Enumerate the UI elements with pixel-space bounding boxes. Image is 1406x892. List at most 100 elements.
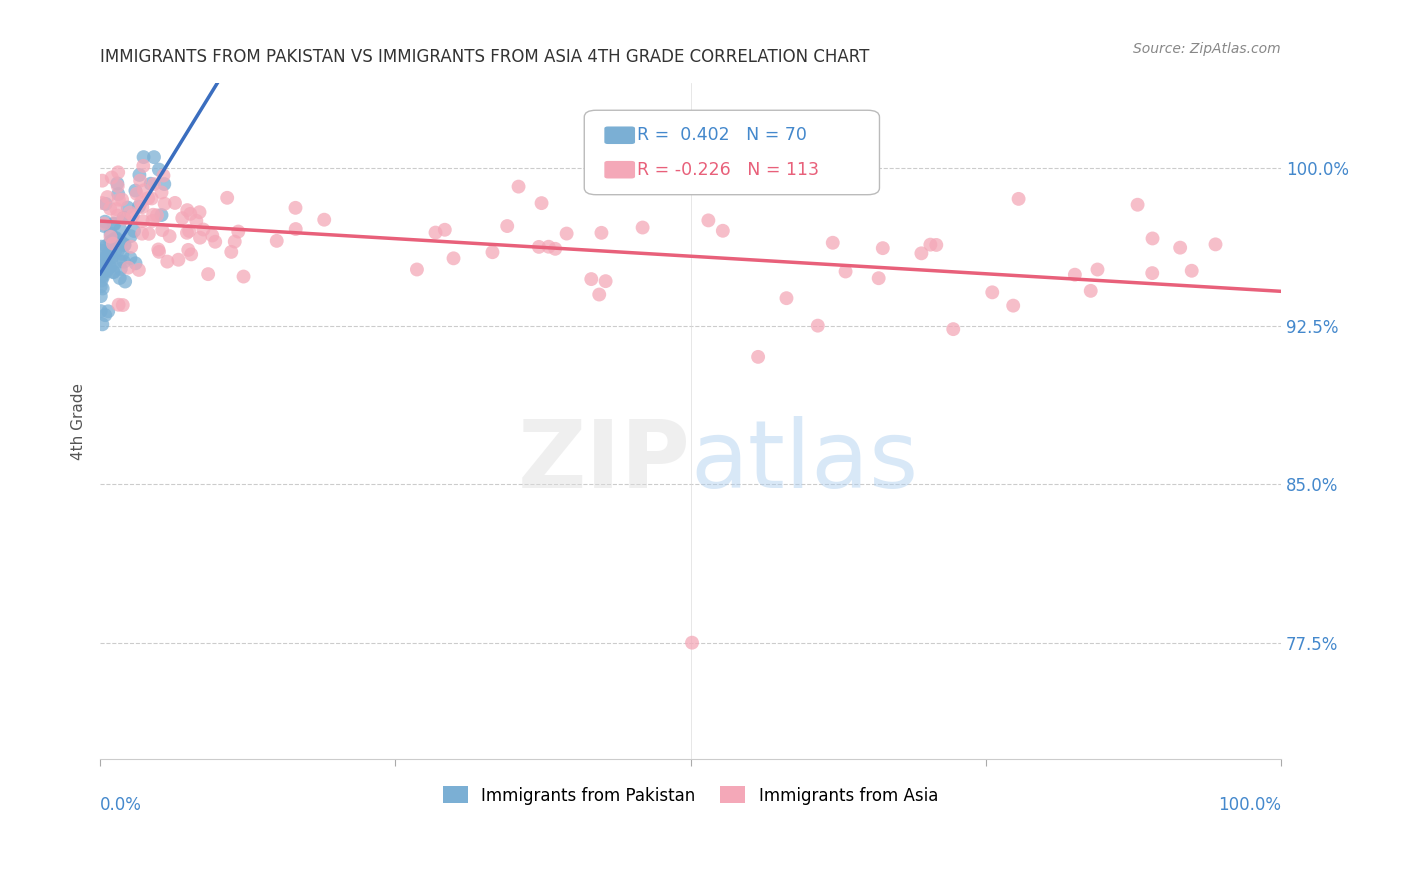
Point (942, 322, 965, 336)
Point (96, 249, 118, 263)
Point (146, 208, 169, 222)
Point (96, 257, 118, 271)
Point (120, 251, 142, 265)
Point (148, 243, 170, 257)
Text: 0.0%: 0.0% (100, 796, 142, 814)
Point (128, 263, 150, 277)
Point (90, 273, 112, 287)
Point (96, 239, 118, 253)
Point (150, 186, 173, 200)
Point (150, 223, 173, 237)
Point (925, 238, 948, 252)
Point (91, 281, 114, 295)
Point (107, 244, 129, 258)
Point (101, 265, 124, 279)
Point (156, 254, 179, 268)
Point (631, 220, 654, 235)
Point (91, 268, 114, 282)
Point (150, 208, 173, 222)
Point (132, 150, 155, 164)
Point (131, 227, 153, 241)
Point (97, 304, 120, 318)
Point (425, 226, 447, 240)
Point (117, 201, 139, 215)
Point (93, 219, 115, 233)
Point (125, 186, 148, 201)
Text: R = -0.226   N = 113: R = -0.226 N = 113 (637, 161, 820, 178)
Point (284, 201, 307, 215)
Point (176, 203, 198, 218)
Point (103, 265, 125, 279)
Point (94, 252, 117, 266)
Point (177, 243, 200, 257)
Point (98, 260, 121, 274)
Point (112, 237, 135, 252)
Point (110, 222, 132, 236)
Point (775, 291, 797, 305)
Point (122, 224, 145, 238)
Point (131, 200, 153, 214)
Point (108, 271, 131, 285)
Point (107, 298, 129, 312)
Point (530, 196, 553, 211)
Text: IMMIGRANTS FROM PAKISTAN VS IMMIGRANTS FROM ASIA 4TH GRADE CORRELATION CHART: IMMIGRANTS FROM PAKISTAN VS IMMIGRANTS F… (100, 48, 869, 66)
Point (481, 245, 503, 260)
Point (544, 242, 567, 256)
Point (104, 244, 127, 259)
Point (1063, 268, 1085, 282)
Point (591, 226, 613, 240)
Point (120, 229, 142, 244)
Point (595, 274, 617, 288)
Point (188, 230, 211, 244)
Point (141, 214, 163, 228)
Point (114, 238, 136, 252)
Point (91, 253, 114, 268)
Point (111, 247, 134, 261)
Point (197, 267, 219, 281)
Text: 100.0%: 100.0% (1218, 796, 1281, 814)
Point (555, 227, 578, 241)
Point (581, 272, 603, 286)
Point (142, 177, 165, 191)
Point (105, 202, 128, 216)
Point (107, 179, 129, 194)
Point (90, 289, 112, 303)
Point (98, 235, 121, 249)
Point (91, 196, 114, 211)
Point (103, 217, 125, 231)
Point (98, 244, 121, 258)
Point (1002, 299, 1025, 313)
Point (108, 193, 131, 207)
Point (219, 244, 242, 259)
Point (128, 168, 150, 182)
Point (108, 254, 131, 268)
Text: R =  0.402   N = 70: R = 0.402 N = 70 (637, 127, 807, 145)
Point (920, 237, 942, 252)
Point (98, 202, 121, 216)
Y-axis label: 4th Grade: 4th Grade (72, 383, 86, 459)
Point (537, 240, 560, 254)
Point (112, 254, 135, 268)
Point (1142, 266, 1164, 280)
Point (176, 226, 198, 240)
Point (868, 271, 890, 285)
Point (90, 244, 112, 258)
Point (105, 177, 128, 191)
Point (163, 195, 186, 210)
Point (132, 183, 155, 197)
Point (179, 207, 201, 221)
Point (697, 213, 720, 227)
Point (105, 231, 128, 245)
Point (910, 246, 932, 260)
Point (314, 212, 336, 227)
Point (159, 229, 181, 244)
Point (496, 219, 519, 233)
Point (112, 211, 135, 226)
Point (284, 222, 307, 236)
Point (142, 208, 165, 222)
Point (90, 261, 112, 276)
Point (128, 200, 150, 214)
Point (120, 240, 142, 254)
Point (93, 264, 115, 278)
Point (180, 247, 202, 261)
